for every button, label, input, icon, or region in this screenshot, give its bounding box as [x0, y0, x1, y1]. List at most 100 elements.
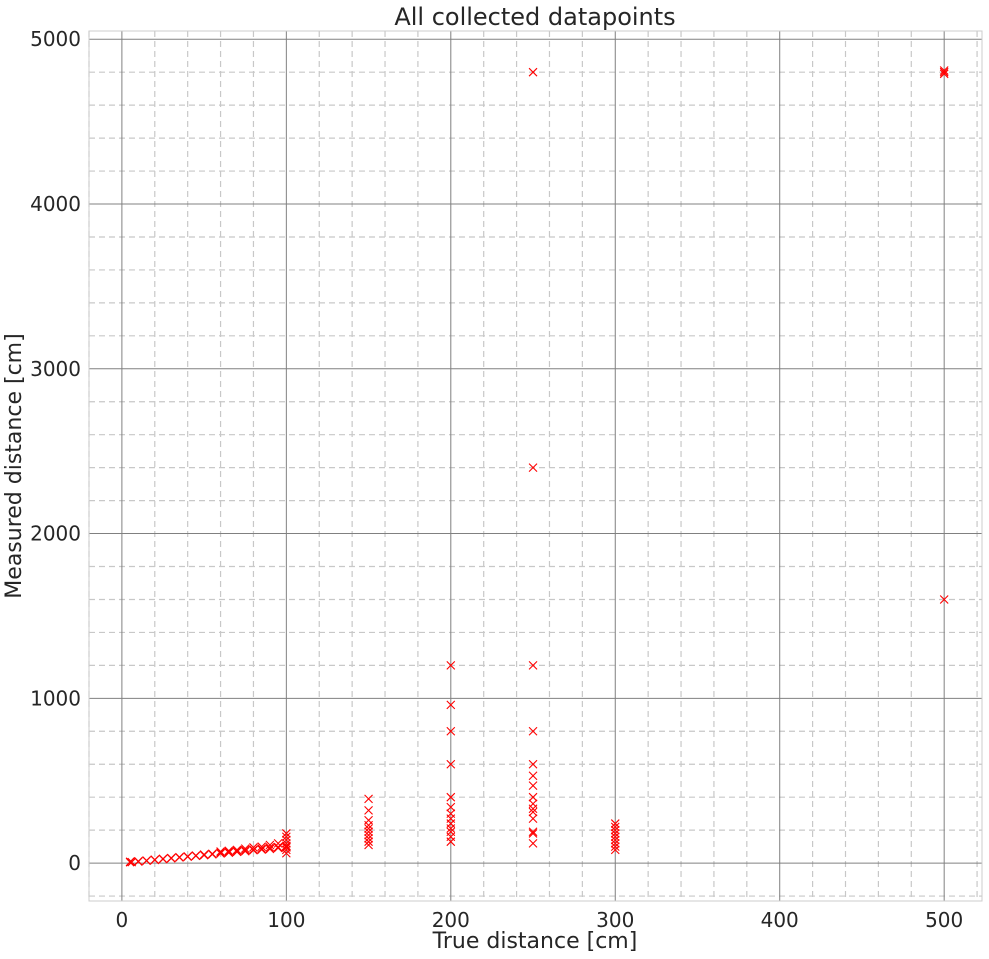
data-point — [281, 845, 291, 855]
data-point — [273, 842, 283, 852]
plot-background — [89, 31, 982, 901]
data-point — [142, 856, 151, 865]
data-point — [446, 792, 456, 802]
y-tick-label: 1000 — [30, 686, 81, 710]
data-point — [610, 845, 620, 855]
data-point — [281, 838, 291, 848]
data-point — [281, 835, 291, 845]
data-point — [216, 847, 225, 856]
data-point — [265, 844, 275, 854]
data-point — [199, 850, 209, 859]
x-tick-label: 0 — [116, 908, 129, 932]
x-tick-label: 400 — [761, 908, 799, 932]
data-points — [125, 66, 949, 867]
data-point — [150, 855, 160, 865]
data-point — [446, 700, 456, 710]
data-point — [528, 814, 538, 824]
x-axis-label: True distance [cm] — [432, 929, 638, 954]
y-tick-label: 2000 — [30, 522, 81, 546]
major-grid — [89, 31, 982, 901]
data-point — [446, 759, 456, 769]
data-point — [224, 846, 234, 856]
data-point — [939, 67, 949, 77]
data-point — [528, 838, 538, 848]
x-tick-label: 100 — [267, 908, 305, 932]
data-point — [446, 726, 456, 736]
data-point — [528, 827, 538, 837]
data-point — [183, 851, 193, 861]
data-point — [240, 844, 250, 853]
minor-grid — [88, 31, 982, 901]
y-axis-label: Measured distance [cm] — [2, 333, 27, 598]
data-point — [528, 67, 538, 77]
data-point — [528, 792, 538, 802]
data-point — [364, 815, 373, 825]
y-tick-label: 3000 — [30, 357, 81, 381]
x-tick-labels: 0 100 200 300 400 500 — [116, 908, 964, 932]
data-point — [528, 463, 538, 473]
data-point — [224, 847, 234, 857]
data-point — [249, 845, 258, 854]
x-tick-label: 500 — [925, 908, 963, 932]
data-point — [240, 846, 250, 856]
data-point — [281, 829, 291, 838]
data-point — [610, 832, 620, 842]
data-point — [610, 819, 620, 828]
data-point — [364, 827, 373, 837]
data-point — [240, 845, 250, 855]
data-point — [610, 825, 620, 835]
y-tick-label: 0 — [68, 851, 81, 875]
data-point — [191, 851, 201, 860]
data-point — [364, 794, 373, 804]
data-point — [528, 781, 538, 791]
data-point — [939, 595, 949, 604]
data-point — [281, 832, 291, 842]
data-point — [610, 829, 620, 838]
data-point — [446, 809, 456, 819]
y-tick-labels: 0 1000 2000 3000 4000 5000 — [30, 27, 81, 875]
data-point — [364, 830, 373, 840]
data-point — [528, 807, 538, 817]
data-point — [207, 849, 217, 859]
data-point — [610, 842, 620, 852]
data-point — [257, 845, 267, 854]
data-point — [158, 854, 168, 864]
x-tick-label: 300 — [596, 908, 634, 932]
data-point — [364, 824, 373, 833]
data-point — [175, 852, 184, 862]
data-point — [610, 822, 620, 832]
data-point — [446, 802, 456, 812]
data-point — [528, 829, 538, 838]
data-point — [273, 838, 283, 848]
data-point — [528, 726, 538, 736]
data-point — [528, 771, 538, 781]
data-point — [446, 827, 456, 837]
data-point — [939, 66, 949, 75]
data-point — [257, 842, 267, 852]
data-point — [232, 846, 242, 856]
data-point — [166, 853, 176, 863]
chart-title: All collected datapoints — [394, 3, 675, 31]
data-point — [257, 844, 267, 853]
data-point — [133, 856, 143, 866]
data-point — [528, 759, 538, 769]
y-tick-label: 5000 — [30, 27, 81, 51]
x-tick-label: 200 — [432, 908, 470, 932]
data-point — [364, 837, 373, 847]
data-point — [939, 69, 949, 79]
plot-frame — [88, 30, 983, 902]
data-point — [265, 843, 275, 852]
data-point — [216, 848, 225, 858]
y-tick-label: 4000 — [30, 192, 81, 216]
data-point — [249, 843, 258, 852]
data-point — [610, 835, 620, 845]
data-point — [364, 833, 373, 843]
data-point — [364, 805, 373, 815]
data-point — [364, 840, 373, 850]
data-point — [281, 843, 291, 852]
data-point — [528, 799, 538, 809]
data-point — [232, 845, 242, 855]
data-point — [610, 838, 620, 848]
data-point — [446, 660, 456, 670]
